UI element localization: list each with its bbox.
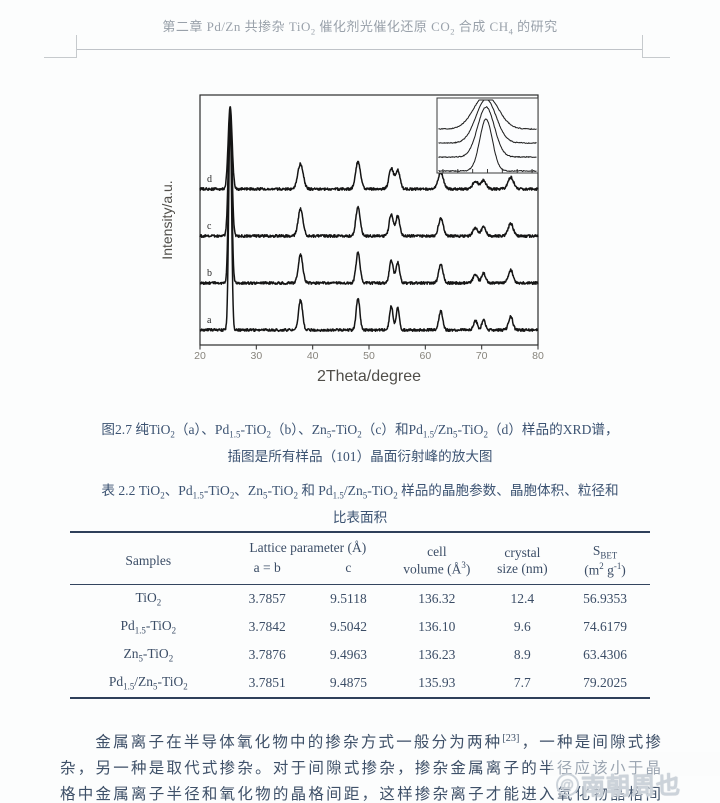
svg-text:80: 80 bbox=[532, 350, 544, 362]
value-volume: 135.93 bbox=[418, 675, 456, 690]
value-size: 7.7 bbox=[513, 675, 531, 690]
table-row: TiO2 3.7857 9.5118 136.32 12.4 56.9353 bbox=[70, 585, 650, 614]
value-volume: 136.23 bbox=[418, 647, 456, 662]
sample-name: Zn5-TiO2 bbox=[123, 646, 174, 664]
header-rule-left-arm bbox=[44, 57, 76, 58]
lattice-parameters-table: Samples Lattice parameter (Å) cell volume… bbox=[70, 531, 650, 699]
svg-text:60: 60 bbox=[419, 350, 431, 362]
col-header-samples: Samples bbox=[125, 553, 172, 568]
sample-name: Pd1.5-TiO2 bbox=[120, 618, 177, 636]
value-size: 9.6 bbox=[513, 619, 531, 634]
value-ab: 3.7851 bbox=[248, 675, 286, 690]
table-caption-line2: 比表面积 bbox=[332, 509, 388, 525]
svg-text:d: d bbox=[207, 174, 212, 185]
header-rule-left-tick bbox=[76, 35, 77, 58]
value-c: 9.5118 bbox=[330, 591, 367, 606]
value-c: 9.4963 bbox=[329, 647, 367, 662]
table-row: Pd1.5/Zn5-TiO2 3.7851 9.4875 135.93 7.7 … bbox=[70, 669, 650, 698]
watermark: @ 南朝周也 bbox=[555, 765, 720, 803]
body-line: 杂，另一种是取代式掺杂。对于间隙式掺杂，掺杂金属离子的半径应该小于晶 bbox=[60, 760, 661, 778]
svg-text:a: a bbox=[207, 315, 212, 326]
value-sbet: 79.2025 bbox=[583, 675, 627, 690]
value-size: 12.4 bbox=[510, 591, 535, 606]
svg-text:c: c bbox=[207, 221, 212, 232]
col-header-ab: a = b bbox=[253, 560, 281, 575]
value-sbet: 56.9353 bbox=[583, 591, 627, 606]
header-rule-right-arm bbox=[642, 57, 670, 58]
figure-caption-line1: 图2.7 纯TiO2（a）、Pd1.5-TiO2（b）、Zn5-TiO2（c）和… bbox=[101, 422, 619, 440]
header-rule bbox=[76, 49, 643, 50]
svg-text:2Theta/degree: 2Theta/degree bbox=[317, 368, 421, 385]
svg-text:70: 70 bbox=[476, 350, 488, 362]
value-ab: 3.7857 bbox=[248, 591, 286, 606]
value-c: 9.4875 bbox=[329, 675, 367, 690]
body-line: 格中金属离子半径和氧化物的晶格间距，这样掺杂离子才能进入氧化物晶格间 bbox=[60, 786, 661, 803]
figure-caption-line2: 插图是所有样品（101）晶面衍射峰的放大图 bbox=[227, 448, 493, 464]
value-ab: 3.7876 bbox=[248, 647, 286, 662]
col-header-crystal-size: crystal size (nm) bbox=[497, 545, 548, 576]
value-volume: 136.32 bbox=[418, 591, 456, 606]
header-rule-right-tick bbox=[642, 35, 643, 58]
value-volume: 136.10 bbox=[418, 619, 456, 634]
table-caption-line1: 表 2.2 TiO2、Pd1.5-TiO2、Zn5-TiO2 和 Pd1.5/Z… bbox=[101, 483, 619, 501]
col-header-lattice: Lattice parameter (Å) bbox=[249, 540, 367, 555]
watermark-overlay bbox=[550, 752, 720, 776]
sample-name: TiO2 bbox=[135, 590, 162, 608]
svg-text:20: 20 bbox=[194, 350, 206, 362]
body-line: 金属离子在半导体氧化物中的掺杂方式一般分为两种[23]，一种是间隙式掺 bbox=[60, 733, 661, 752]
body-paragraph: 金属离子在半导体氧化物中的掺杂方式一般分为两种[23]，一种是间隙式掺 杂，另一… bbox=[60, 726, 661, 803]
table-row: Pd1.5-TiO2 3.7842 9.5042 136.10 9.6 74.6… bbox=[70, 613, 650, 641]
value-sbet: 74.6179 bbox=[583, 619, 627, 634]
table-row: Zn5-TiO2 3.7876 9.4963 136.23 8.9 63.430… bbox=[70, 641, 650, 669]
col-header-cell-volume: cell volume (Å3) bbox=[403, 544, 471, 577]
value-c: 9.5042 bbox=[329, 619, 367, 634]
watermark-logo-icon: @ bbox=[555, 773, 580, 797]
table-caption: 表 2.2 TiO2、Pd1.5-TiO2、Zn5-TiO2 和 Pd1.5/Z… bbox=[58, 480, 662, 529]
value-ab: 3.7842 bbox=[248, 619, 286, 634]
watermark-text: 南朝周也 bbox=[580, 772, 682, 802]
col-header-sbet: SBET (m2 g-1) bbox=[584, 543, 626, 578]
xrd-chart: 20 30 40 50 60 70 80 2Theta/degree Intensity/a.u… bbox=[159, 85, 550, 390]
col-header-c: c bbox=[345, 560, 352, 575]
svg-text:30: 30 bbox=[250, 350, 262, 362]
svg-text:b: b bbox=[207, 268, 212, 279]
svg-text:50: 50 bbox=[363, 350, 375, 362]
svg-text:Intensity/a.u.: Intensity/a.u. bbox=[160, 180, 175, 259]
page-header-title: 第二章 Pd/Zn 共掺杂 TiO2 催化剂光催化还原 CO2 合成 CH4 的… bbox=[162, 19, 558, 37]
xrd-chart-svg: 20 30 40 50 60 70 80 2Theta/degree Intensity/a.u… bbox=[159, 94, 544, 385]
value-size: 8.9 bbox=[513, 647, 531, 662]
svg-text:40: 40 bbox=[307, 350, 319, 362]
figure-caption: 图2.7 纯TiO2（a）、Pd1.5-TiO2（b）、Zn5-TiO2（c）和… bbox=[58, 419, 662, 468]
value-sbet: 63.4306 bbox=[583, 647, 627, 662]
sample-name: Pd1.5/Zn5-TiO2 bbox=[108, 674, 188, 692]
